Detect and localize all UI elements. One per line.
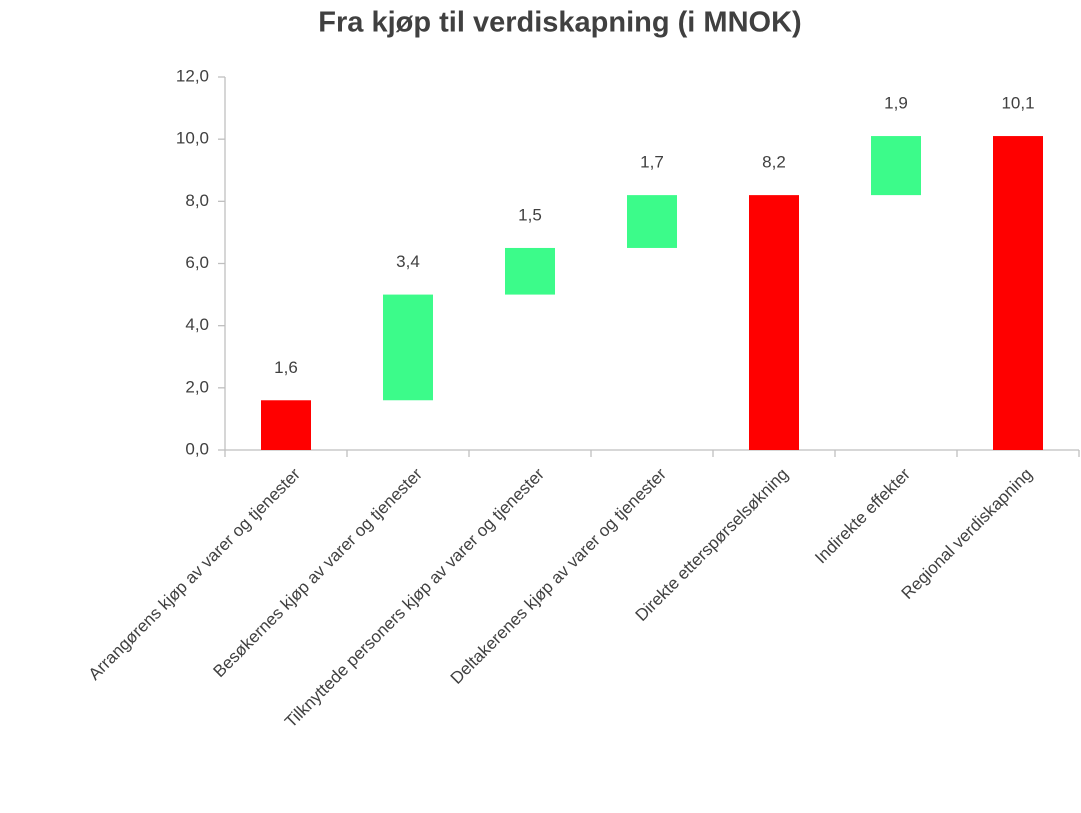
bar: [383, 294, 433, 401]
x-tick-label: Tilknyttede personers kjøp av varer og t…: [281, 464, 548, 731]
y-tick-label: 12,0: [176, 66, 209, 85]
data-label: 1,6: [274, 358, 298, 377]
bar: [749, 195, 799, 450]
data-label: 8,2: [762, 153, 786, 172]
y-tick-label: 6,0: [185, 253, 209, 272]
bar: [261, 400, 311, 450]
bar: [871, 136, 921, 196]
y-tick-label: 0,0: [185, 439, 209, 458]
x-tick-label: Regional verdiskapning: [898, 465, 1036, 603]
bar: [993, 136, 1043, 450]
data-label: 10,1: [1001, 94, 1034, 113]
x-tick-label: Arrangørens kjøp av varer og tjenester: [85, 464, 304, 683]
x-tick-label: Deltakerenes kjøp av varer og tjenester: [447, 464, 670, 687]
y-tick-label: 8,0: [185, 191, 209, 210]
x-tick-label: Indirekte effekter: [811, 464, 914, 567]
data-label: 1,7: [640, 153, 664, 172]
data-label: 3,4: [396, 252, 420, 271]
data-label: 1,5: [518, 205, 542, 224]
bar: [627, 195, 677, 248]
data-label: 1,9: [884, 94, 908, 113]
y-tick-label: 4,0: [185, 315, 209, 334]
x-tick-label: Besøkernes kjøp av varer og tjenester: [209, 464, 426, 681]
chart-title: Fra kjøp til verdiskapning (i MNOK): [318, 7, 801, 39]
bar: [505, 247, 555, 295]
y-tick-label: 10,0: [176, 129, 209, 148]
y-tick-label: 2,0: [185, 377, 209, 396]
